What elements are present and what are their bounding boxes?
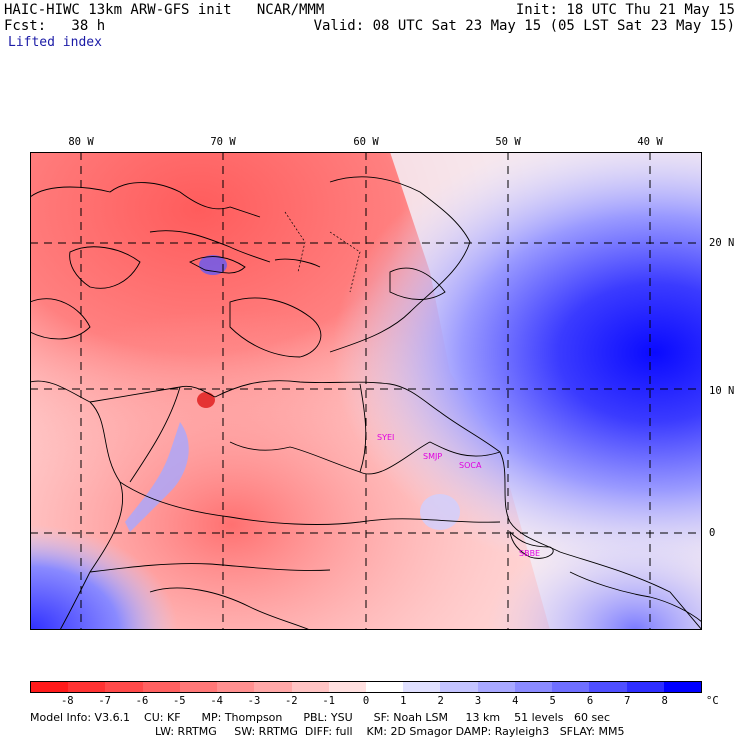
colorbar-tick-label: 6	[586, 695, 594, 707]
colorbar-tick-label: 1	[400, 695, 407, 707]
lat-label-10n: 10 N	[709, 385, 735, 397]
colorbar-tick-label: -6	[135, 695, 149, 707]
colorbar-unit: °C	[706, 695, 719, 707]
lon-label-40w: 40 W	[637, 136, 663, 148]
station-label-syei: SYEI	[377, 433, 395, 442]
colorbar: -8 -7 -6 -5 -4 -3 -2 -1 0 1 2 3 4 5 6 7 …	[30, 681, 719, 711]
colorbar-tick-label: 3	[474, 695, 482, 707]
station-label-soca: SOCA	[459, 461, 482, 470]
colorbar-swatch	[179, 682, 218, 692]
colorbar-tick-label: -2	[284, 695, 298, 707]
colorbar-tick-label: -8	[60, 695, 74, 707]
colorbar-tick-label: 0	[362, 695, 370, 707]
colorbar-swatch	[365, 682, 404, 692]
lon-label-60w: 60 W	[353, 136, 379, 148]
colorbar-tick-label: -7	[98, 695, 112, 707]
station-label-sbbe: SBBE	[519, 549, 541, 558]
colorbar-swatch	[291, 682, 329, 692]
colorbar-tick-label: -3	[247, 695, 261, 707]
colorbar-swatch	[626, 682, 664, 692]
colorbar-swatch	[514, 682, 553, 692]
colorbar-swatch	[68, 682, 106, 692]
lon-label-50w: 50 W	[495, 136, 521, 148]
station-label-smjp: SMJP	[423, 452, 443, 461]
forecast-hour: Fcst: 38 h	[4, 18, 106, 34]
colorbar-swatch	[663, 682, 701, 692]
colorbar-swatch	[589, 682, 627, 692]
colorbar-tick-label: 7	[624, 695, 631, 707]
colorbar-swatch	[31, 682, 69, 692]
colorbar-tick-label: -4	[210, 695, 224, 707]
valid-time: Valid: 08 UTC Sat 23 May 15 (05 LST Sat …	[313, 18, 735, 34]
colorbar-swatch	[403, 682, 441, 692]
colorbar-swatch	[142, 682, 180, 692]
colorbar-swatch	[328, 682, 366, 692]
lifted-index-map	[30, 152, 702, 630]
model-info-line2: LW: RRTMG SW: RRTMG DIFF: full KM: 2D Sm…	[155, 725, 625, 738]
colorbar-swatch	[217, 682, 255, 692]
init-time: Init: 18 UTC Thu 21 May 15	[515, 2, 735, 18]
model-info-line1: Model Info: V3.6.1 CU: KF MP: Thompson P…	[30, 711, 610, 724]
colorbar-tick-label: 5	[549, 695, 556, 707]
lon-label-80w: 80 W	[68, 136, 94, 148]
field-name: Lifted index	[8, 35, 102, 50]
colorbar-tick-label: -5	[172, 695, 186, 707]
colorbar-tick-label: -1	[322, 695, 336, 707]
colorbar-swatch	[477, 682, 515, 692]
colorbar-tick-label: 8	[661, 695, 668, 707]
colorbar-tick-label: 4	[512, 695, 519, 707]
colorbar-swatch	[105, 682, 143, 692]
colorbar-swatch	[552, 682, 590, 692]
colorbar-swatch	[440, 682, 478, 692]
lat-label-0: 0	[709, 527, 716, 539]
colorbar-swatches	[30, 681, 702, 693]
colorbar-swatch	[254, 682, 292, 692]
model-title: HAIC-HIWC 13km ARW-GFS init NCAR/MMM	[4, 2, 325, 18]
colorbar-tick-label: 2	[437, 695, 444, 707]
lat-label-20n: 20 N	[709, 237, 735, 249]
lon-label-70w: 70 W	[210, 136, 236, 148]
